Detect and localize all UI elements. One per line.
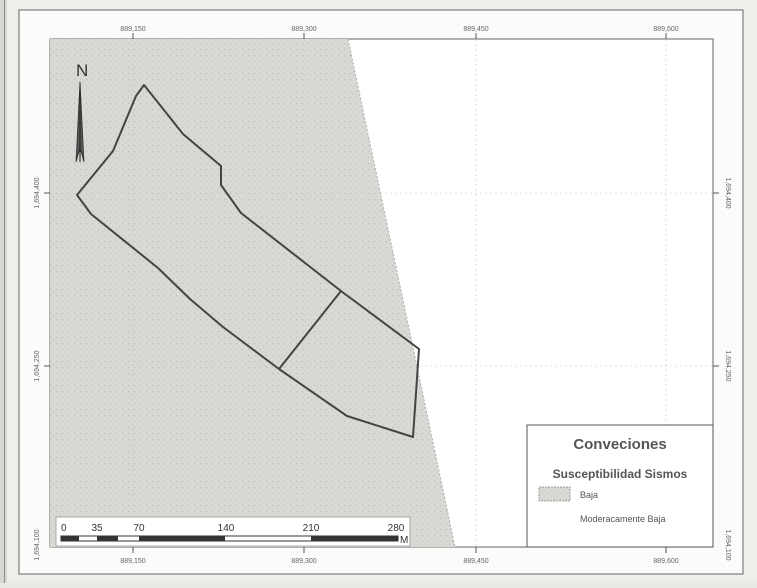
- zone-baja: [50, 39, 455, 547]
- legend-swatch-baja: [538, 486, 571, 502]
- scale-label-140: 140: [218, 523, 235, 534]
- legend-title: Conveciones: [573, 436, 666, 453]
- north-arrow: N: [75, 61, 88, 163]
- scale-label-70: 70: [133, 523, 145, 534]
- binding-edge: [0, 0, 7, 583]
- scale-unit: M: [400, 535, 408, 546]
- coord-labels-bottom: 889,150 889,300 889,450 889,600: [120, 558, 678, 565]
- scale-bar: 0 35 70 140 210 280 M: [55, 516, 411, 547]
- legend-subtitle: Susceptibilidad Sismos: [553, 467, 688, 481]
- coord-right-3: 1,694,100: [724, 529, 731, 560]
- coord-labels-right: 1,694,400 1,694,250 1,694,100: [724, 177, 731, 560]
- coord-left-3: 1,694,100: [34, 529, 41, 560]
- binding-line: [4, 0, 5, 583]
- legend-item-baja: Baja: [580, 490, 598, 500]
- coord-top-1: 889,150: [120, 26, 145, 33]
- legend: Conveciones Susceptibilidad Sismos Baja …: [526, 424, 714, 548]
- north-label: N: [76, 61, 88, 80]
- map-svg: 889,150 889,300 889,450 889,600 889,150 …: [18, 9, 744, 575]
- scale-label-0: 0: [61, 523, 67, 534]
- coord-top-4: 889,600: [653, 26, 678, 33]
- scale-label-280: 280: [388, 523, 405, 534]
- scale-label-35: 35: [91, 523, 103, 534]
- coord-left-1: 1,694,400: [34, 177, 41, 208]
- legend-box: [526, 424, 714, 548]
- graticule: [50, 39, 713, 547]
- coord-bottom-3: 889,450: [463, 558, 488, 565]
- coord-bottom-1: 889,150: [120, 558, 145, 565]
- scale-label-210: 210: [303, 523, 320, 534]
- coord-top-3: 889,450: [463, 26, 488, 33]
- legend-item-moderada: Moderacamente Baja: [580, 514, 666, 524]
- coord-bottom-4: 889,600: [653, 558, 678, 565]
- parcel-outline: [76, 84, 420, 438]
- legend-swatch-moderada: [538, 509, 571, 525]
- map-frame: 889,150 889,300 889,450 889,600 889,150 …: [7, 0, 757, 583]
- coord-left-2: 1,694,250: [34, 350, 41, 381]
- coord-right-2: 1,694,250: [724, 350, 731, 381]
- coord-labels-top: 889,150 889,300 889,450 889,600: [120, 26, 678, 33]
- coord-labels-left: 1,694,400 1,694,250 1,694,100: [34, 177, 41, 560]
- coord-top-2: 889,300: [291, 26, 316, 33]
- tick-marks: [44, 33, 719, 553]
- coord-bottom-2: 889,300: [291, 558, 316, 565]
- coord-right-1: 1,694,400: [724, 177, 731, 208]
- parcel-division: [278, 290, 342, 370]
- zone-boundary: [347, 38, 456, 548]
